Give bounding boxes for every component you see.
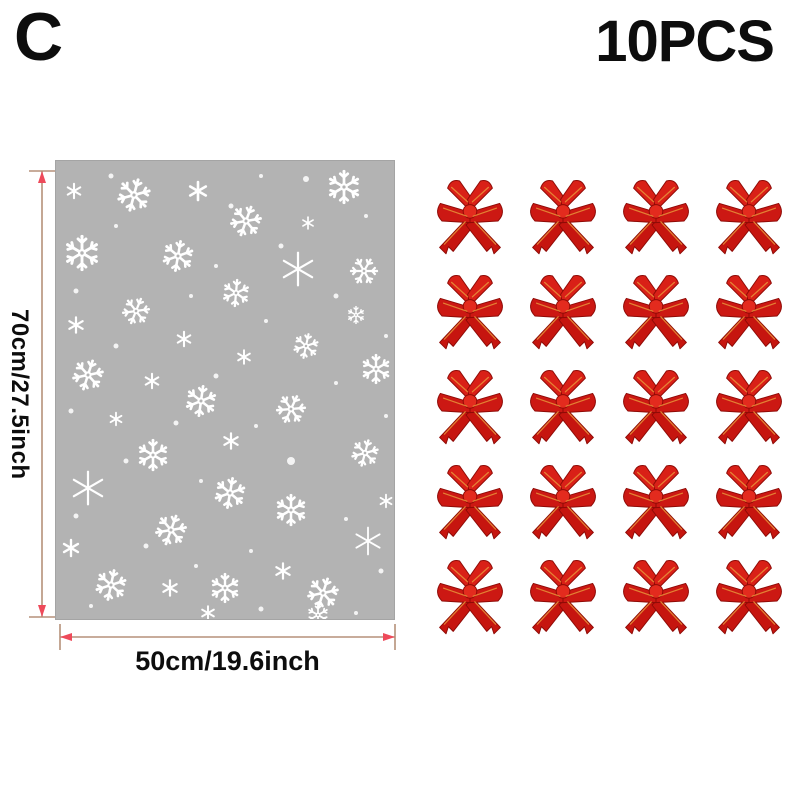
pull-bow-icon <box>436 559 504 635</box>
snow-dot <box>113 343 119 349</box>
quantity-label: 10PCS <box>595 9 775 74</box>
snowflake-icon <box>201 605 215 619</box>
snowflake-icon <box>302 216 314 230</box>
snow-dot <box>258 606 264 612</box>
height-label: 70cm/27.5inch <box>6 308 33 480</box>
snowflake-icon <box>355 526 381 556</box>
pull-bow-icon <box>622 179 690 255</box>
snow-dot <box>123 458 129 464</box>
pull-bow-icon <box>715 369 783 445</box>
snowflake-icon <box>275 494 307 526</box>
snow-dot <box>378 568 384 574</box>
snow-dot <box>89 604 93 608</box>
snowflake-icon <box>176 330 192 348</box>
wrapping-sheet <box>55 160 395 620</box>
snow-dot <box>259 174 263 178</box>
snowflake-icon <box>92 566 130 604</box>
snow-dot <box>254 424 258 428</box>
snowflake-icon <box>347 306 365 324</box>
snow-dot <box>384 414 388 418</box>
snowflake-icon <box>291 330 322 361</box>
snow-dot <box>384 334 388 338</box>
pull-bow-icon <box>622 274 690 350</box>
snow-dot <box>73 513 79 519</box>
snowflake-icon <box>66 182 82 200</box>
snow-dot <box>334 381 338 385</box>
snowflake-icon <box>271 389 311 429</box>
snowflake-icon <box>144 372 160 390</box>
snowflake-icon <box>223 432 239 450</box>
snowflake-icon <box>361 354 391 384</box>
snowflake-icon <box>188 180 208 202</box>
pull-bow-icon <box>715 274 783 350</box>
snowflake-icon <box>379 493 393 509</box>
snowflake-icon <box>109 411 123 427</box>
snowflake-icon <box>348 436 382 470</box>
snowflake-icon <box>162 579 178 597</box>
snow-dot <box>354 611 358 615</box>
snow-dot <box>194 564 198 568</box>
snowflake-icon <box>68 355 108 395</box>
snowflake-icon <box>118 293 154 330</box>
snow-dot <box>189 294 193 298</box>
snowflake-icon <box>282 251 314 287</box>
snowflake-icon <box>327 170 360 204</box>
snowflake-pattern <box>62 161 393 620</box>
snow-dot <box>278 243 284 249</box>
snowflake-icon <box>275 562 291 580</box>
snow-dot <box>228 203 234 209</box>
snow-dot <box>333 293 339 299</box>
snow-dot <box>173 420 179 426</box>
snowflake-icon <box>221 278 251 309</box>
pull-bow-icon <box>529 559 597 635</box>
pull-bow-icon <box>715 179 783 255</box>
snow-dot <box>364 214 368 218</box>
snowflake-icon <box>113 174 154 216</box>
snow-dot <box>114 224 118 228</box>
pull-bow-icon <box>715 559 783 635</box>
pull-bow-icon <box>436 274 504 350</box>
snow-dot <box>344 517 348 521</box>
snow-dot <box>199 479 203 483</box>
snow-dot <box>214 264 218 268</box>
snow-dot <box>68 408 74 414</box>
snow-dot <box>249 549 253 553</box>
snowflake-icon <box>237 349 251 365</box>
bows-grid <box>430 176 789 638</box>
pull-bow-icon <box>529 274 597 350</box>
pull-bow-icon <box>622 369 690 445</box>
pull-bow-icon <box>529 464 597 540</box>
snow-dot <box>264 319 268 323</box>
width-label: 50cm/19.6inch <box>135 646 320 676</box>
snowflake-icon <box>160 237 197 274</box>
pull-bow-icon <box>622 559 690 635</box>
snow-dot <box>287 457 295 465</box>
pull-bow-icon <box>436 464 504 540</box>
snowflake-icon <box>62 538 80 558</box>
snowflake-icon <box>137 439 169 471</box>
pull-bow-icon <box>436 369 504 445</box>
snow-dot <box>108 173 114 179</box>
variant-label: C <box>14 0 64 75</box>
snow-dot <box>303 176 309 182</box>
snowflake-icon <box>68 316 84 334</box>
pull-bow-icon <box>622 464 690 540</box>
snowflake-icon <box>151 509 192 550</box>
snowflake-icon <box>307 604 329 620</box>
pull-bow-icon <box>529 179 597 255</box>
snow-dot <box>73 288 79 294</box>
snow-dot <box>143 543 149 549</box>
snowflake-icon <box>345 252 383 290</box>
pull-bow-icon <box>715 464 783 540</box>
snowflake-icon <box>64 235 99 271</box>
pull-bow-icon <box>436 179 504 255</box>
snowflake-icon <box>212 474 249 511</box>
snow-dot <box>213 373 219 379</box>
snowflake-icon <box>303 573 343 613</box>
pull-bow-icon <box>529 369 597 445</box>
snowflake-icon <box>210 573 240 603</box>
snowflake-icon <box>72 470 104 506</box>
snowflake-icon <box>183 383 219 419</box>
